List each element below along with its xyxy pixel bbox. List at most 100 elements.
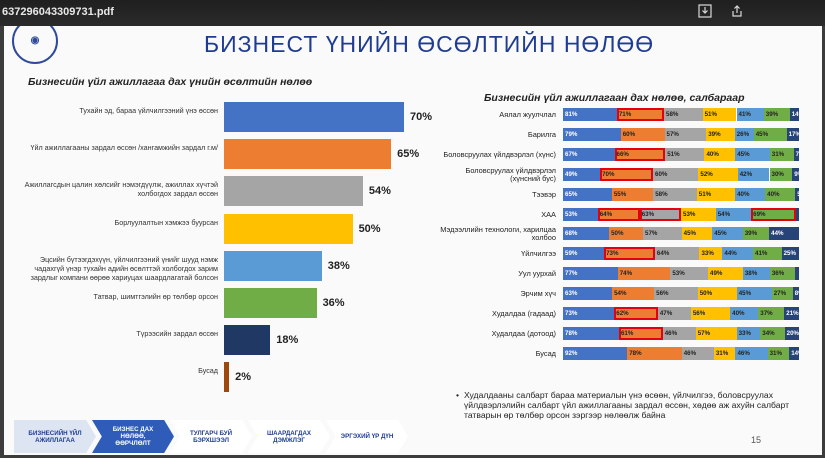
right-chart-segment: 54%: [715, 207, 752, 221]
left-chart-value-label: 2%: [235, 371, 252, 384]
right-chart-segment: 57%: [664, 127, 707, 141]
right-chart-segment: 40%: [704, 147, 736, 161]
right-chart-stacked-bar: 67%66%51%40%45%31%7%: [563, 147, 799, 161]
right-chart-segment: 50%: [609, 227, 644, 241]
right-chart-stacked-bar: 78% 61% 46% 57% 33% 34% 20%: [563, 326, 799, 340]
nav-step-label: БИЗНЕС ДАХ НӨЛӨӨ, ӨӨРЧЛӨЛТ: [112, 426, 154, 447]
right-chart-category-label: Уул уурхай: [518, 269, 556, 279]
right-chart-segment: 44%: [722, 247, 754, 261]
nav-step[interactable]: ТУЛГАРЧ БУЙ БЭРХШЭЭЛ: [170, 420, 252, 453]
right-chart-segment: 40%: [765, 187, 796, 201]
right-chart-segment: 31%: [767, 346, 790, 360]
right-chart-segment: 66%: [614, 147, 666, 161]
right-chart-category-label: Боловсруулах үйлдвэрлэл (хүнс): [443, 149, 556, 159]
nav-step[interactable]: БИЗНЕСИЙН ҮЙЛ АЖИЛЛАГАА: [14, 420, 96, 453]
right-chart-subtitle: Бизнесийн үйл ажиллагаан дах нөлөө, салб…: [484, 92, 745, 104]
right-chart-segment: 31%: [713, 346, 736, 360]
share-icon[interactable]: [728, 4, 746, 22]
nav-step[interactable]: ШААРДАГДАХ ДЭМЖЛЭГ: [248, 420, 330, 453]
right-chart-segment: 30%: [769, 167, 793, 181]
right-chart-segment: 69%: [751, 207, 797, 221]
left-chart-value-label: 54%: [368, 185, 391, 198]
left-chart-category-label: Татвар, шимтгэлийн өр төлбөр орсон: [93, 292, 218, 301]
right-chart-segment: 49%: [708, 267, 743, 281]
right-chart-segment: 26%: [734, 127, 754, 141]
right-chart-segment: 60%: [653, 167, 699, 181]
right-chart-segment: 39%: [742, 227, 770, 241]
right-chart-segment: 14%: [789, 108, 799, 121]
right-chart-segment: 92%: [563, 346, 628, 360]
right-chart-segment: 39%: [763, 108, 790, 121]
download-icon[interactable]: [696, 4, 714, 22]
right-chart-segment: 57%: [695, 326, 737, 340]
left-chart-category-label: Эцсийн бүтээгдэхүүн, үйлчилгээний үнийг …: [30, 254, 218, 282]
right-chart-stacked-bar: 59% 73% 64% 33% 44% 41% 25%: [563, 247, 799, 261]
right-chart-segment: 52%: [698, 167, 738, 181]
left-chart-bar: [224, 139, 392, 170]
right-chart-segment: 51%: [696, 187, 736, 201]
right-chart-segment: 63%: [639, 207, 681, 221]
right-chart-segment: 62%: [614, 307, 658, 320]
right-chart-segment: 55%: [611, 187, 654, 201]
right-chart-segment: 31%: [769, 147, 794, 161]
right-chart-segment: 51%: [665, 147, 705, 161]
left-chart-bar: [224, 250, 322, 281]
right-chart-segment: 47%: [657, 307, 691, 320]
right-chart-segment: 45%: [753, 127, 787, 141]
left-chart-bar: [224, 102, 404, 132]
right-chart-segment: 73%: [563, 307, 615, 320]
right-chart-stacked-bar: 79%60%57%39%26%45%17%: [563, 127, 799, 141]
right-chart-segment: 37%: [758, 307, 785, 320]
left-chart-category-label: Бусад: [198, 366, 218, 376]
right-chart-segment: 81%: [563, 108, 617, 121]
right-chart-segment: 40%: [735, 187, 766, 201]
right-chart-category-label: Худалдаа (гадаад): [492, 309, 556, 318]
right-chart-segment: 33%: [699, 247, 723, 261]
right-chart-segment: 5%: [795, 187, 799, 201]
nav-step[interactable]: БИЗНЕС ДАХ НӨЛӨӨ, ӨӨРЧЛӨЛТ: [92, 420, 174, 453]
right-chart-segment: 71%: [616, 108, 665, 121]
right-chart-segment: [796, 207, 799, 221]
right-chart-segment: 45%: [735, 147, 770, 161]
right-chart-segment: 68%: [563, 227, 610, 241]
slide-title: БИЗНЕСТ ҮНИЙН ӨСӨЛТИЙН НӨЛӨӨ: [204, 31, 655, 57]
right-chart-category-label: Эрчим хүч: [520, 289, 556, 299]
right-chart-segment: 44%: [769, 227, 799, 241]
right-chart-segment: 17%: [786, 127, 799, 141]
right-chart-segment: 53%: [563, 207, 598, 221]
note-text: Худалдааны салбарт бараа материалын үнэ …: [464, 390, 790, 420]
left-chart-bar: [224, 213, 353, 244]
right-chart-segment: 58%: [653, 187, 697, 201]
section-navigation: БИЗНЕСИЙН ҮЙЛ АЖИЛЛАГАА БИЗНЕС ДАХ НӨЛӨӨ,…: [14, 420, 414, 453]
left-bar-chart: Тухайн эд, бараа үйлчилгээний үнэ өссөн 7…: [20, 102, 438, 400]
right-chart-stacked-bar: 77% 74% 53% 49% 38% 36%: [563, 267, 799, 281]
right-chart-segment: 45%: [736, 287, 772, 301]
nav-step-label: БИЗНЕСИЙН ҮЙЛ АЖИЛЛАГАА: [28, 429, 82, 444]
right-chart-segment: 38%: [742, 267, 770, 281]
right-chart-segment: 27%: [771, 287, 793, 301]
right-chart-segment: 21%: [784, 307, 799, 320]
right-chart-segment: 59%: [563, 247, 605, 261]
right-chart-segment: 50%: [697, 287, 737, 301]
right-chart-segment: 73%: [604, 247, 655, 261]
right-chart-segment: 49%: [563, 167, 601, 181]
left-chart-value-label: 65%: [397, 148, 420, 161]
right-chart-category-label: Тээвэр: [532, 189, 556, 199]
left-chart-bar: [224, 288, 317, 318]
right-chart-segment: 64%: [597, 207, 640, 221]
file-name: 637296043309731.pdf: [2, 6, 114, 18]
right-chart-segment: 78%: [627, 346, 682, 360]
right-chart-category-label: ХАА: [541, 209, 556, 219]
right-chart-category-label: Бусад: [535, 348, 556, 358]
right-chart-segment: 33%: [736, 326, 761, 340]
right-chart-segment: 54%: [612, 287, 655, 301]
left-chart-value-label: 18%: [276, 334, 299, 347]
nav-step-label: ШААРДАГДАХ ДЭМЖЛЭГ: [266, 429, 312, 444]
left-chart-category-label: Тухайн эд, бараа үйлчилгээний үнэ өссөн: [79, 106, 218, 115]
nav-step[interactable]: ЭРГЭХИЙ ҮР ДҮН: [326, 420, 408, 453]
left-chart-bar: [224, 176, 363, 207]
right-chart-category-label: Мэдээллийн технологи, харилцаа холбоо: [440, 225, 556, 243]
left-chart-bar: [224, 362, 230, 393]
right-chart-segment: 53%: [681, 207, 716, 221]
